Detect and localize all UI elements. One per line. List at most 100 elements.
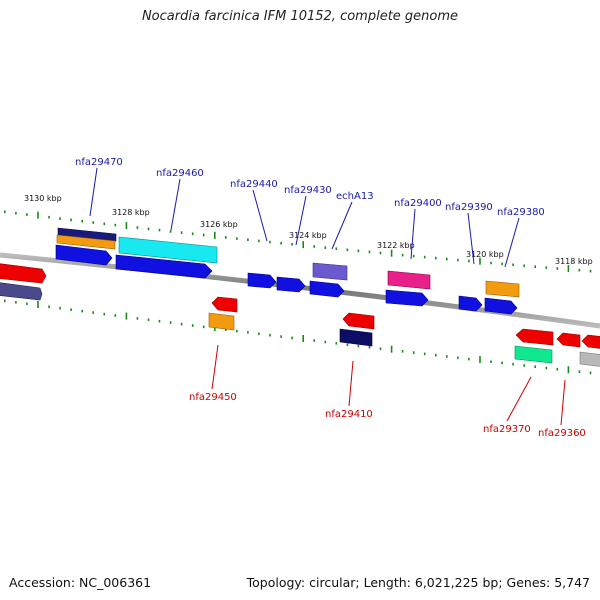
gene-feature[interactable]: [56, 234, 116, 250]
minor-tick: [114, 314, 117, 317]
gene-feature[interactable]: [581, 334, 600, 349]
minor-tick: [48, 215, 50, 219]
gene-feature[interactable]: [385, 289, 429, 307]
minor-tick: [59, 306, 61, 310]
minor-tick: [147, 227, 150, 231]
minor-tick: [269, 333, 271, 337]
gene-feature[interactable]: [339, 328, 373, 347]
minor-tick: [48, 305, 50, 309]
minor-tick: [92, 221, 94, 224]
minor-tick: [258, 332, 260, 336]
minor-tick: [169, 321, 172, 324]
gene-feature[interactable]: [485, 280, 520, 298]
minor-tick: [92, 311, 94, 314]
minor-tick: [589, 269, 592, 273]
reverse-gene-features: [208, 296, 600, 367]
minor-tick: [578, 370, 581, 373]
minor-tick: [280, 335, 282, 338]
gene-label-nfa29410[interactable]: nfa29410: [325, 409, 373, 420]
minor-tick: [26, 302, 28, 306]
minor-tick: [225, 328, 227, 331]
minor-tick: [490, 261, 492, 265]
major-tick: [214, 231, 216, 239]
minor-tick: [534, 365, 536, 368]
minor-tick: [191, 232, 194, 236]
minor-tick: [258, 239, 260, 243]
minor-tick: [103, 222, 106, 226]
gene-feature[interactable]: [57, 227, 117, 242]
minor-tick: [401, 253, 404, 257]
minor-tick: [247, 238, 249, 241]
genome-summary-text: Topology: circular; Length: 6,021,225 bp…: [246, 575, 590, 590]
tick-label-3120: 3120 kbp: [466, 250, 504, 259]
gene-label-echA13[interactable]: echA13: [336, 191, 374, 202]
gene-label-nfa29430[interactable]: nfa29430: [284, 185, 332, 196]
minor-tick: [158, 228, 161, 232]
gene-label-nfa29460[interactable]: nfa29460: [156, 168, 204, 179]
gene-feature[interactable]: [247, 272, 277, 289]
gene-feature[interactable]: [115, 254, 213, 279]
tick-label-3124: 3124 kbp: [289, 231, 327, 240]
gene-label-nfa29370[interactable]: nfa29370: [483, 424, 531, 435]
gene-label-nfa29380[interactable]: nfa29380: [497, 207, 545, 218]
minor-tick: [4, 299, 6, 303]
minor-tick: [589, 371, 592, 375]
tick-label-3122: 3122 kbp: [377, 241, 415, 250]
minor-tick: [236, 237, 238, 240]
minor-tick: [225, 236, 227, 239]
minor-tick: [313, 339, 315, 342]
minor-tick: [335, 247, 338, 250]
minor-tick: [501, 262, 503, 266]
minor-tick: [346, 248, 349, 252]
minor-tick: [523, 364, 525, 367]
gene-feature[interactable]: [342, 312, 375, 330]
minor-tick: [59, 217, 61, 220]
minor-tick: [15, 211, 17, 215]
minor-tick: [512, 362, 514, 366]
gene-feature[interactable]: [55, 244, 113, 266]
minor-tick: [501, 361, 503, 365]
tick-label-3126: 3126 kbp: [200, 220, 238, 229]
gene-feature[interactable]: [514, 345, 553, 364]
minor-tick: [368, 346, 371, 349]
gene-feature[interactable]: [515, 328, 554, 346]
gene-feature[interactable]: [0, 263, 47, 284]
gene-label-nfa29390[interactable]: nfa29390: [445, 202, 493, 213]
tick-label-3130: 3130 kbp: [24, 194, 62, 203]
gene-feature[interactable]: [309, 280, 345, 298]
gene-feature[interactable]: [387, 270, 431, 290]
gene-feature[interactable]: [579, 351, 600, 367]
lower-tick-marks: [4, 299, 592, 375]
minor-tick: [556, 367, 559, 371]
gene-label-nfa29470[interactable]: nfa29470: [75, 157, 123, 168]
minor-tick: [324, 246, 327, 249]
minor-tick: [435, 256, 437, 260]
minor-tick: [26, 213, 28, 216]
upper-tick-marks: [4, 210, 592, 273]
gene-feature[interactable]: [458, 295, 483, 312]
gene-feature[interactable]: [312, 262, 348, 281]
major-tick: [390, 249, 393, 257]
minor-tick: [180, 231, 183, 234]
major-tick: [302, 335, 304, 342]
gene-label-nfa29360[interactable]: nfa29360: [538, 428, 586, 439]
minor-tick: [457, 258, 459, 262]
gene-label-nfa29440[interactable]: nfa29440: [230, 179, 278, 190]
minor-tick: [446, 257, 448, 261]
gene-feature[interactable]: [556, 332, 581, 348]
minor-tick: [523, 264, 525, 268]
gene-label-nfa29450[interactable]: nfa29450: [189, 392, 237, 403]
gene-feature[interactable]: [276, 276, 306, 293]
minor-tick: [103, 312, 106, 316]
gene-feature[interactable]: [118, 236, 218, 264]
gene-feature[interactable]: [208, 312, 235, 331]
gene-feature[interactable]: [484, 297, 518, 315]
minor-tick: [202, 325, 205, 329]
gene-feature[interactable]: [0, 282, 43, 301]
gene-feature[interactable]: [211, 296, 238, 313]
minor-tick: [423, 255, 426, 259]
minor-tick: [191, 324, 194, 327]
minor-tick: [291, 336, 293, 340]
gene-label-nfa29400[interactable]: nfa29400: [394, 198, 442, 209]
